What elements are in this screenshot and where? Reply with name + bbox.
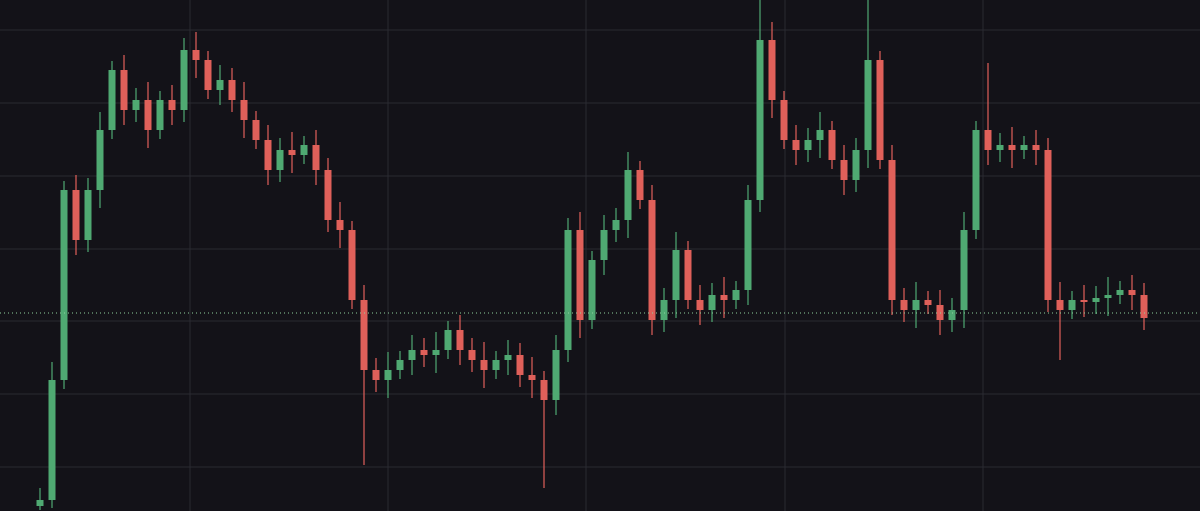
- candle-body: [708, 295, 716, 310]
- candle-body: [816, 130, 824, 140]
- candle-body: [948, 310, 956, 320]
- candle-body: [228, 80, 236, 100]
- candle-body: [672, 250, 680, 300]
- candle-body: [96, 130, 104, 190]
- candle-body: [900, 300, 908, 310]
- candle-body: [36, 500, 44, 506]
- candle-body: [1056, 300, 1064, 310]
- candle-body: [300, 145, 308, 155]
- candle-body: [912, 300, 920, 310]
- candle-body: [840, 160, 848, 180]
- candle-body: [84, 190, 92, 240]
- candle-body: [648, 200, 656, 320]
- candle-body: [1104, 295, 1112, 298]
- candle-body: [48, 380, 56, 500]
- candle-body: [468, 350, 476, 360]
- candle-body: [360, 300, 368, 370]
- candle-body: [264, 140, 272, 170]
- candle-body: [444, 330, 452, 350]
- candle-body: [288, 150, 296, 155]
- candle-body: [792, 140, 800, 150]
- candle-body: [744, 200, 752, 290]
- candle-body: [1080, 300, 1088, 302]
- candle-body: [876, 60, 884, 160]
- candle-body: [180, 50, 188, 110]
- candle-body: [588, 260, 596, 320]
- candle-body: [1044, 150, 1052, 300]
- candle-body: [552, 350, 560, 400]
- candle-body: [480, 360, 488, 370]
- candle-body: [780, 100, 788, 140]
- candle-body: [384, 370, 392, 380]
- candle-body: [336, 220, 344, 230]
- candle-body: [1068, 300, 1076, 310]
- candle-body: [636, 170, 644, 200]
- candle-body: [420, 350, 428, 355]
- candle-body: [864, 60, 872, 150]
- candle-body: [756, 40, 764, 200]
- candle-body: [120, 70, 128, 110]
- candle-body: [732, 290, 740, 300]
- candle-body: [984, 130, 992, 150]
- candle-body: [432, 350, 440, 355]
- candle-body: [348, 230, 356, 300]
- candle-body: [240, 100, 248, 120]
- candle-body: [492, 360, 500, 370]
- candle-body: [768, 40, 776, 100]
- candle-body: [576, 230, 584, 320]
- candle-body: [1008, 145, 1016, 150]
- candle-body: [540, 380, 548, 400]
- candle-body: [204, 60, 212, 90]
- candle-body: [60, 190, 68, 380]
- candle-body: [804, 140, 812, 150]
- candle-body: [612, 220, 620, 230]
- candle-body: [396, 360, 404, 370]
- candle-body: [168, 100, 176, 110]
- candle-body: [276, 150, 284, 170]
- candle-body: [696, 300, 704, 310]
- candle-body: [564, 230, 572, 350]
- candle-body: [1128, 290, 1136, 295]
- candle-body: [252, 120, 260, 140]
- candle-body: [324, 170, 332, 220]
- candle-body: [960, 230, 968, 310]
- candle-body: [660, 300, 668, 320]
- candle-body: [72, 190, 80, 240]
- candle-body: [624, 170, 632, 220]
- candle-body: [1092, 298, 1100, 302]
- candle-body: [132, 100, 140, 110]
- candle-body: [456, 330, 464, 350]
- candle-body: [684, 250, 692, 300]
- candle-body: [924, 300, 932, 305]
- candle-body: [996, 145, 1004, 150]
- candle-body: [972, 130, 980, 230]
- candle-body: [720, 295, 728, 300]
- candle-body: [408, 350, 416, 360]
- candle-body: [192, 50, 200, 60]
- candle-body: [1032, 145, 1040, 150]
- candle-body: [108, 70, 116, 130]
- candle-body: [216, 80, 224, 90]
- candle-body: [144, 100, 152, 130]
- candle-body: [828, 130, 836, 160]
- candle-body: [1140, 295, 1148, 318]
- candle-body: [156, 100, 164, 130]
- candle-body: [528, 375, 536, 380]
- candle-body: [600, 230, 608, 260]
- candle-body: [852, 150, 860, 180]
- candle-body: [372, 370, 380, 380]
- candle-body: [888, 160, 896, 300]
- candle-body: [516, 355, 524, 375]
- candle-body: [504, 355, 512, 360]
- candle-body: [312, 145, 320, 170]
- candle-body: [1116, 290, 1124, 295]
- candle-body: [1020, 145, 1028, 150]
